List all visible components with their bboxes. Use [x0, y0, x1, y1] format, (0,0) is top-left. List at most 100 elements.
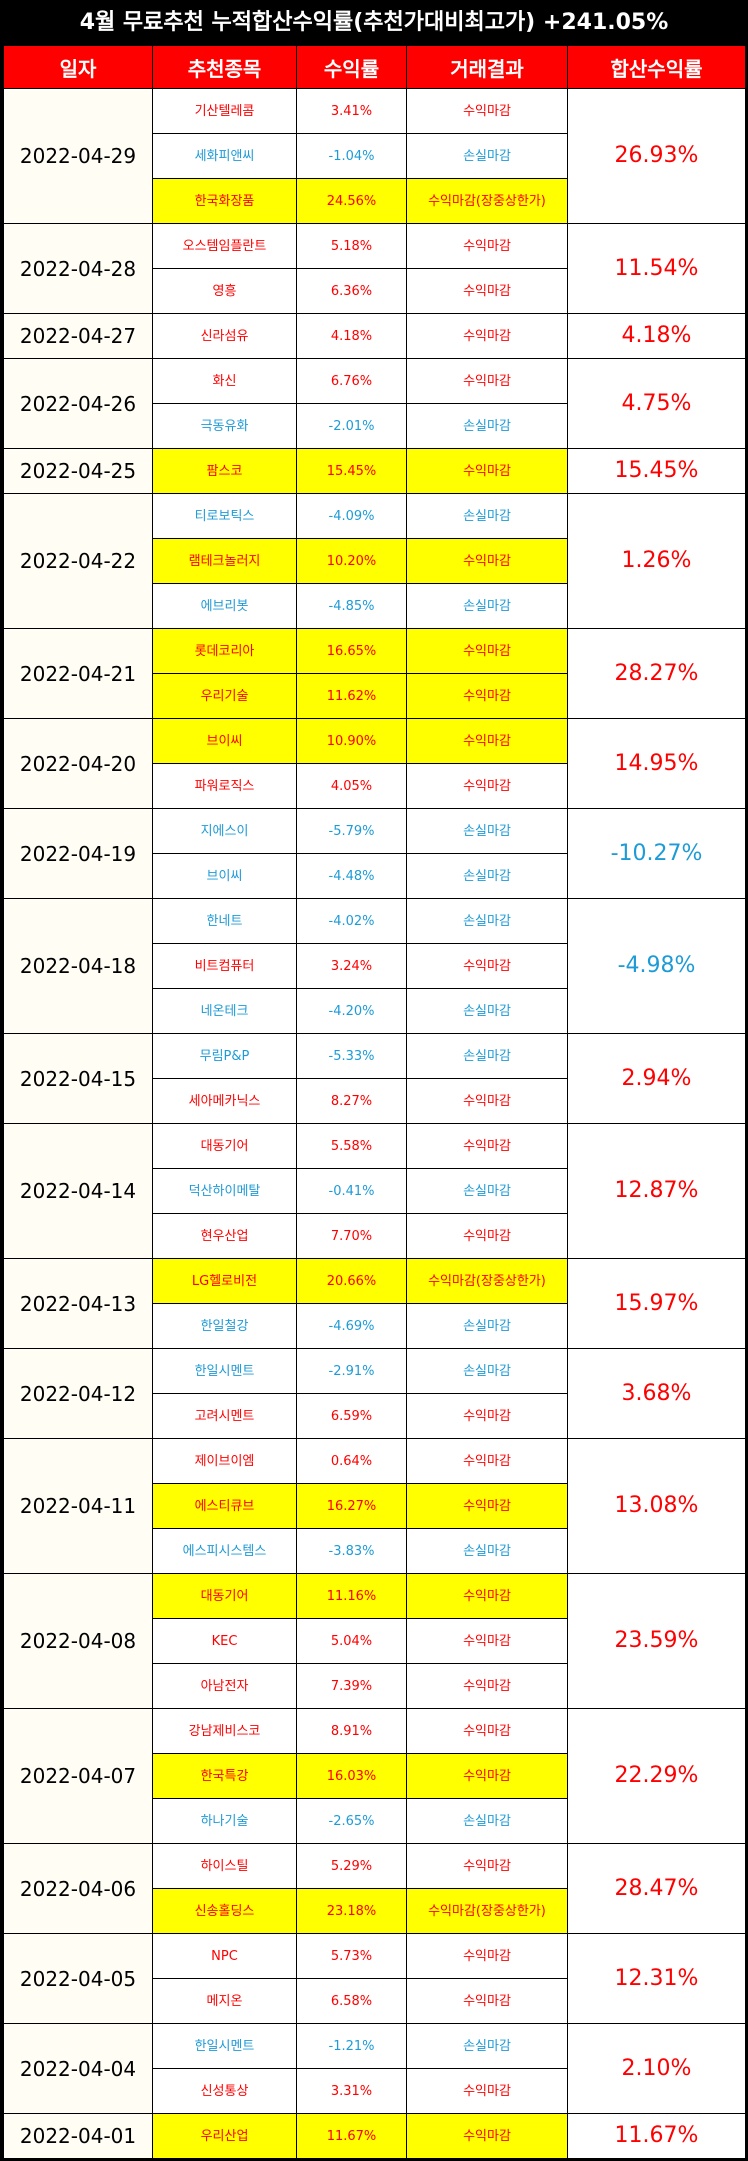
group-total-return: 4.75%	[567, 358, 746, 449]
trade-result: 수익마감	[406, 1663, 568, 1709]
return-value: 20.66%	[296, 1258, 407, 1304]
trade-result: 수익마감(장중상한가)	[406, 1888, 568, 1934]
trade-result: 수익마감	[406, 763, 568, 809]
row-date: 2022-04-04	[3, 2023, 153, 2114]
stock-name: 지에스이	[152, 808, 297, 854]
table-row: 메지온 6.58% 수익마감	[4, 1978, 746, 2024]
return-value: -4.48%	[296, 853, 407, 899]
stock-name: 우리산업	[152, 2113, 297, 2159]
trade-result: 손실마감	[406, 898, 568, 944]
return-value: 15.45%	[296, 448, 407, 494]
table-row: 비트컴퓨터 3.24% 수익마감	[4, 943, 746, 989]
return-value: 8.91%	[296, 1708, 407, 1754]
trade-result: 손실마감	[406, 2023, 568, 2069]
return-value: -4.85%	[296, 583, 407, 629]
row-date: 2022-04-15	[3, 1033, 153, 1124]
return-value: 16.03%	[296, 1753, 407, 1799]
stock-name: 대동기어	[152, 1573, 297, 1619]
row-date: 2022-04-21	[3, 628, 153, 719]
trade-result: 손실마감	[406, 1303, 568, 1349]
table-row: KEC 5.04% 수익마감	[4, 1618, 746, 1664]
return-value: 6.36%	[296, 268, 407, 314]
stock-name: 영흥	[152, 268, 297, 314]
stock-name: 화신	[152, 358, 297, 404]
row-date: 2022-04-20	[3, 718, 153, 809]
group-total-return: 13.08%	[567, 1438, 746, 1574]
table-row: 2022-04-14 대동기어 5.58% 수익마감 12.87%	[3, 1123, 746, 1259]
return-value: 4.05%	[296, 763, 407, 809]
trade-result: 손실마감	[406, 1798, 568, 1844]
return-value: 5.04%	[296, 1618, 407, 1664]
header-date: 일자	[3, 45, 153, 89]
stock-name: 한일시멘트	[152, 1348, 297, 1394]
return-value: -4.02%	[296, 898, 407, 944]
trade-result: 수익마감	[406, 1618, 568, 1664]
group-total-return: 28.47%	[567, 1843, 746, 1934]
trade-result: 수익마감	[406, 1123, 568, 1169]
row-date: 2022-04-29	[3, 88, 153, 224]
stock-name: 오스템임플란트	[152, 223, 297, 269]
table-row: 2022-04-26 화신 6.76% 수익마감 4.75%	[3, 358, 746, 449]
row-date: 2022-04-05	[3, 1933, 153, 2024]
trade-result: 손실마감	[406, 133, 568, 179]
stock-name: 메지온	[152, 1978, 297, 2024]
table-row: 2022-04-25 팜스코 15.45% 수익마감 15.45%	[3, 448, 746, 494]
table-row: 2022-04-20 브이씨 10.90% 수익마감 14.95%	[3, 718, 746, 809]
return-value: -4.09%	[296, 493, 407, 539]
table-row: 2022-04-11 제이브이엠 0.64% 수익마감 13.08%	[3, 1438, 746, 1574]
group-total-return: 12.31%	[567, 1933, 746, 2024]
stock-name: 브이씨	[152, 853, 297, 899]
table-row: 2022-04-13 LG헬로비전 20.66% 수익마감(장중상한가) 15.97%	[3, 1258, 746, 1349]
return-value: 8.27%	[296, 1078, 407, 1124]
table-row: 신송홀딩스 23.18% 수익마감(장중상한가)	[4, 1888, 746, 1934]
stock-name: KEC	[152, 1618, 297, 1664]
return-value: 16.65%	[296, 628, 407, 674]
table-row: 신성통상 3.31% 수익마감	[4, 2068, 746, 2114]
return-value: 10.90%	[296, 718, 407, 764]
trade-result: 손실마감	[406, 853, 568, 899]
return-value: 3.31%	[296, 2068, 407, 2114]
group-total-return: 22.29%	[567, 1708, 746, 1844]
stock-name: 기산텔레콤	[152, 88, 297, 134]
table-row: 하나기술 -2.65% 손실마감	[4, 1798, 746, 1844]
trade-result: 손실마감	[406, 1348, 568, 1394]
group-total-return: 26.93%	[567, 88, 746, 224]
stock-name: 신라섬유	[152, 313, 297, 359]
trade-result: 수익마감	[406, 628, 568, 674]
table-row: 2022-04-07 강남제비스코 8.91% 수익마감 22.29%	[3, 1708, 746, 1844]
return-value: -5.33%	[296, 1033, 407, 1079]
stock-name: 극동유화	[152, 403, 297, 449]
return-value: 16.27%	[296, 1483, 407, 1529]
stock-name: 하이스틸	[152, 1843, 297, 1889]
row-date: 2022-04-25	[3, 448, 153, 494]
stock-name: 덕산하이메탈	[152, 1168, 297, 1214]
table-row: 현우산업 7.70% 수익마감	[4, 1213, 746, 1259]
stock-name: 한국특강	[152, 1753, 297, 1799]
trade-result: 수익마감	[406, 268, 568, 314]
table-row: 극동유화 -2.01% 손실마감	[4, 403, 746, 449]
group-total-return: -4.98%	[567, 898, 746, 1034]
table-row: 영흥 6.36% 수익마감	[4, 268, 746, 314]
trade-result: 수익마감	[406, 2113, 568, 2159]
stock-name: LG헬로비전	[152, 1258, 297, 1304]
return-value: -2.65%	[296, 1798, 407, 1844]
stock-name: 에브리봇	[152, 583, 297, 629]
stock-name: 세화피앤씨	[152, 133, 297, 179]
table-row: 2022-04-22 티로보틱스 -4.09% 손실마감 1.26%	[3, 493, 746, 629]
table-body: 2022-04-29 기산텔레콤 3.41% 수익마감 26.93% 세화피앤씨 -1.04…	[3, 88, 746, 2159]
trade-result: 수익마감	[406, 1483, 568, 1529]
trade-result: 손실마감	[406, 583, 568, 629]
return-value: 4.18%	[296, 313, 407, 359]
return-value: 3.24%	[296, 943, 407, 989]
row-date: 2022-04-01	[3, 2113, 153, 2159]
trade-result: 수익마감	[406, 2068, 568, 2114]
return-value: -0.41%	[296, 1168, 407, 1214]
stock-name: NPC	[152, 1933, 297, 1979]
return-value: -5.79%	[296, 808, 407, 854]
group-total-return: 11.54%	[567, 223, 746, 314]
stock-name: 한네트	[152, 898, 297, 944]
group-total-return: 2.10%	[567, 2023, 746, 2114]
trade-result: 손실마감	[406, 493, 568, 539]
group-total-return: 23.59%	[567, 1573, 746, 1709]
return-value: 6.76%	[296, 358, 407, 404]
